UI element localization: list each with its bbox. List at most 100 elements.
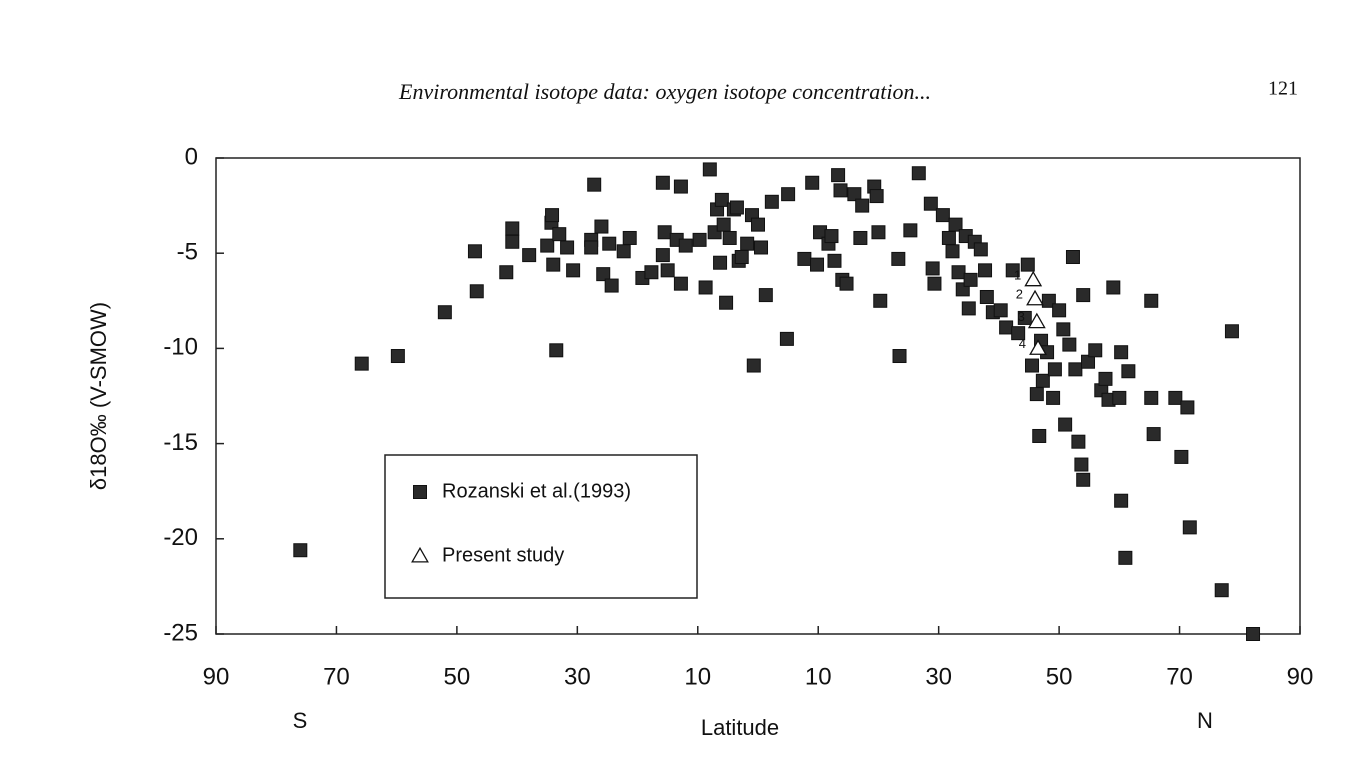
data-point	[702, 162, 717, 177]
data-point	[945, 244, 960, 259]
data-point	[973, 242, 988, 257]
data-point	[1098, 371, 1113, 386]
x-tick-label: 90	[203, 663, 230, 690]
data-point	[824, 229, 839, 244]
page-number: 121	[1268, 78, 1298, 100]
data-point	[892, 349, 907, 364]
annotation: N	[1197, 708, 1213, 733]
data-point	[831, 168, 846, 183]
data-point	[779, 331, 794, 346]
data-point	[1121, 364, 1136, 379]
legend-marker	[413, 485, 427, 499]
data-point	[948, 217, 963, 232]
data-point	[1029, 339, 1047, 355]
data-point	[797, 251, 812, 266]
data-point	[678, 238, 693, 253]
data-point	[1224, 324, 1239, 339]
annotation: S	[293, 708, 308, 733]
data-point	[1052, 303, 1067, 318]
data-point	[839, 276, 854, 291]
data-point	[935, 208, 950, 223]
data-point	[604, 278, 619, 293]
legend-label: Rozanski et al.(1993)	[442, 480, 631, 502]
data-point	[951, 265, 966, 280]
data-point	[903, 223, 918, 238]
data-point	[522, 248, 537, 263]
data-point	[540, 238, 555, 253]
data-point	[1025, 358, 1040, 373]
data-point	[390, 349, 405, 364]
data-point	[740, 236, 755, 251]
data-point	[616, 244, 631, 259]
data-point	[622, 230, 637, 245]
x-tick-label: 90	[1287, 663, 1314, 690]
data-point	[1056, 322, 1071, 337]
data-point	[999, 320, 1014, 335]
data-point	[1068, 362, 1083, 377]
x-tick-label: 30	[564, 663, 591, 690]
plot-frame	[215, 157, 1301, 635]
data-point	[1081, 354, 1096, 369]
data-point	[1106, 280, 1121, 295]
data-point	[354, 356, 369, 371]
data-point	[505, 221, 520, 236]
y-tick-label: -20	[163, 524, 198, 551]
data-point	[810, 257, 825, 272]
data-point	[1114, 493, 1129, 508]
data-point	[734, 250, 749, 265]
x-tick-label: 70	[1166, 663, 1193, 690]
point-label: 4	[1019, 336, 1026, 351]
data-point	[1182, 520, 1197, 535]
data-point	[657, 225, 672, 240]
y-tick-label: 0	[185, 143, 198, 170]
data-point	[644, 265, 659, 280]
data-point	[1058, 417, 1073, 432]
x-axis-label: Latitude	[701, 715, 779, 740]
data-point	[1011, 326, 1026, 341]
data-point	[1065, 250, 1080, 265]
data-point	[594, 219, 609, 234]
y-tick-label: -25	[163, 619, 198, 646]
data-point	[873, 293, 888, 308]
data-point	[1112, 390, 1127, 405]
data-point	[545, 208, 560, 223]
data-point	[1046, 390, 1061, 405]
point-label: 3	[1018, 309, 1025, 324]
data-point	[467, 244, 482, 259]
data-point	[469, 284, 484, 299]
x-tick-label: 10	[805, 663, 832, 690]
data-point	[546, 257, 561, 272]
point-label: 1	[1014, 267, 1021, 282]
legend	[384, 454, 698, 599]
data-point	[993, 303, 1008, 318]
data-point	[549, 343, 564, 358]
data-point	[584, 240, 599, 255]
y-axis-label: δ18O‰ (V-SMOW)	[86, 302, 111, 490]
data-point	[716, 217, 731, 232]
data-point	[1026, 289, 1044, 306]
data-point	[746, 358, 761, 373]
data-point	[1146, 427, 1161, 442]
data-point	[1035, 373, 1050, 388]
data-point	[1144, 293, 1159, 308]
x-tick-label: 70	[323, 663, 350, 690]
data-point	[891, 251, 906, 266]
data-point	[869, 189, 884, 204]
data-point	[1027, 312, 1046, 329]
data-point	[660, 263, 675, 278]
data-point	[1062, 337, 1077, 352]
data-point	[437, 305, 452, 320]
data-point	[499, 265, 514, 280]
data-point	[1174, 449, 1189, 464]
legend-marker	[411, 546, 429, 563]
data-point	[1020, 257, 1035, 272]
data-point	[1246, 627, 1261, 641]
point-label: 2	[1016, 286, 1023, 301]
data-point	[673, 276, 688, 291]
data-point	[827, 253, 842, 268]
y-tick-label: -5	[177, 239, 198, 266]
data-point	[871, 225, 886, 240]
x-tick-label: 10	[684, 663, 711, 690]
data-point	[764, 194, 779, 209]
data-point	[1029, 387, 1044, 402]
